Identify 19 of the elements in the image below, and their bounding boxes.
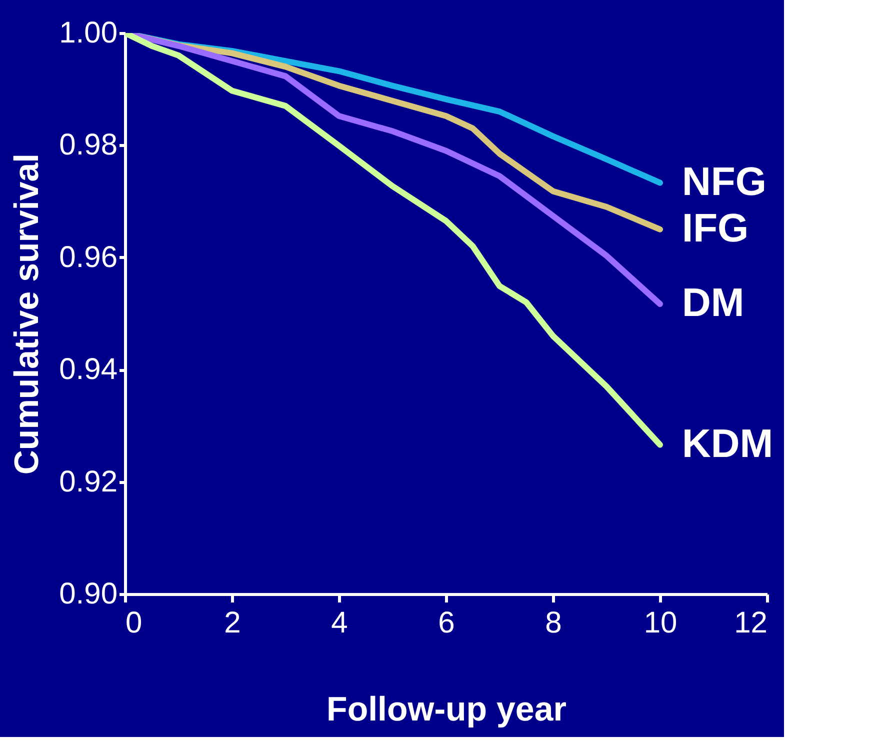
series-label: KDM	[682, 422, 774, 466]
x-tick-label: 2	[224, 606, 241, 640]
x-tick-label: 6	[438, 606, 455, 640]
x-axis-title: Follow-up year	[326, 690, 566, 728]
y-tick-label: 0.98	[59, 128, 118, 162]
series-label: NFG	[682, 160, 766, 204]
y-tick-label: 0.90	[59, 578, 118, 610]
x-tick-label: 10	[644, 606, 678, 640]
y-tick-label: 1.00	[59, 16, 118, 50]
series-label: DM	[682, 280, 744, 325]
y-tick-label: 0.92	[59, 465, 118, 498]
y-axis-title: Cumulative survival	[8, 153, 46, 475]
y-tick-label: 0.94	[59, 353, 118, 386]
series-label: IFG	[682, 206, 749, 250]
x-tick-label: 4	[331, 606, 348, 640]
y-tick-label: 0.96	[59, 240, 118, 274]
x-tick-label: 12	[734, 606, 768, 640]
x-tick-label: 0	[126, 606, 142, 640]
x-tick-label: 8	[545, 606, 562, 640]
